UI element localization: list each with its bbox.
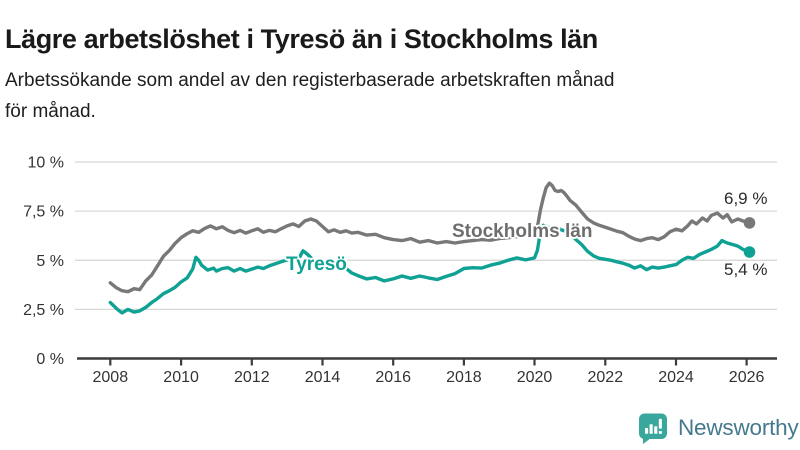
svg-text:5 %: 5 %	[36, 253, 64, 270]
series-label-tyreso: Tyresö	[286, 254, 347, 275]
svg-text:2024: 2024	[658, 369, 694, 386]
svg-text:2,5 %: 2,5 %	[23, 302, 64, 319]
page-title: Lägre arbetslöshet i Tyresö än i Stockho…	[5, 24, 598, 55]
svg-text:2016: 2016	[375, 369, 411, 386]
svg-text:2020: 2020	[517, 369, 553, 386]
svg-text:2008: 2008	[93, 369, 129, 386]
chart-subtitle: Arbetssökande som andel av den registerb…	[5, 66, 765, 128]
svg-text:0 %: 0 %	[36, 351, 64, 368]
newsworthy-bar-chart-speech-bubble-icon	[639, 413, 667, 444]
svg-text:2022: 2022	[588, 369, 624, 386]
svg-text:2012: 2012	[234, 369, 270, 386]
line-chart-canvas: 2008 2010 2012 2014 2016 2018 2020 2022 2024 2026…	[23, 155, 777, 386]
subtitle-line-1: Arbetssökande som andel av den registerb…	[5, 70, 615, 91]
svg-text:2018: 2018	[446, 369, 482, 386]
svg-text:7,5 %: 7,5 %	[23, 204, 64, 221]
svg-text:10 %: 10 %	[28, 155, 64, 172]
series-label-stockholms-lan: Stockholms län	[452, 221, 593, 242]
end-value-stockholms-lan: 6,9 %	[724, 189, 768, 208]
svg-text:2010: 2010	[163, 369, 199, 386]
subtitle-line-2: för månad.	[5, 100, 96, 122]
end-value-tyreso: 5,4 %	[724, 260, 768, 279]
svg-text:2026: 2026	[729, 369, 765, 386]
svg-text:2014: 2014	[305, 369, 341, 386]
newsworthy-logo[interactable]: Newsworthy	[636, 411, 799, 445]
newsworthy-wordmark: Newsworthy	[678, 415, 799, 440]
